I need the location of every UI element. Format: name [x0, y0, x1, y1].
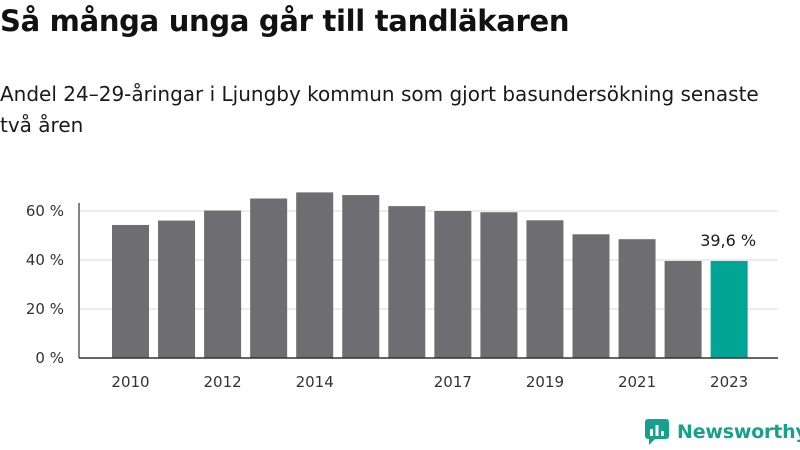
bar-2018: [480, 212, 518, 358]
x-tick-label: 2014: [296, 373, 334, 391]
x-tick-label: 2019: [526, 373, 564, 391]
x-tick-label: 2010: [111, 373, 149, 391]
bar-2016: [388, 206, 426, 358]
chart-subtitle: Andel 24–29-åringar i Ljungby kommun som…: [0, 82, 759, 137]
bar-2010: [112, 224, 149, 358]
brand-name: Newsworthy: [677, 421, 800, 443]
y-tick-label: 60 %: [26, 202, 64, 220]
bar-2014: [296, 192, 334, 358]
bar-2015: [342, 195, 380, 358]
bar-2011: [158, 220, 196, 358]
x-tick-label: 2023: [710, 373, 748, 391]
bar-2020: [572, 234, 610, 358]
newsworthy-logo-icon: [645, 419, 669, 445]
x-tick-label: 2021: [618, 373, 656, 391]
bar-2023: [710, 260, 748, 358]
data-label: 39,6 %: [700, 231, 756, 250]
chart-title: Så många unga går till tandläkaren: [0, 4, 570, 38]
x-tick-label: 2012: [204, 373, 242, 391]
y-tick-label: 0 %: [35, 349, 64, 367]
y-tick-label: 40 %: [26, 251, 64, 269]
bar-2019: [526, 220, 564, 358]
brand-logo: Newsworthy: [645, 419, 800, 445]
y-tick-label: 20 %: [26, 300, 64, 318]
bar-2017: [434, 211, 472, 358]
bar-2012: [204, 210, 242, 358]
x-tick-label: 2017: [434, 373, 472, 391]
bar-2022: [664, 260, 702, 358]
bar-2013: [250, 198, 288, 358]
bar-2021: [618, 239, 656, 358]
